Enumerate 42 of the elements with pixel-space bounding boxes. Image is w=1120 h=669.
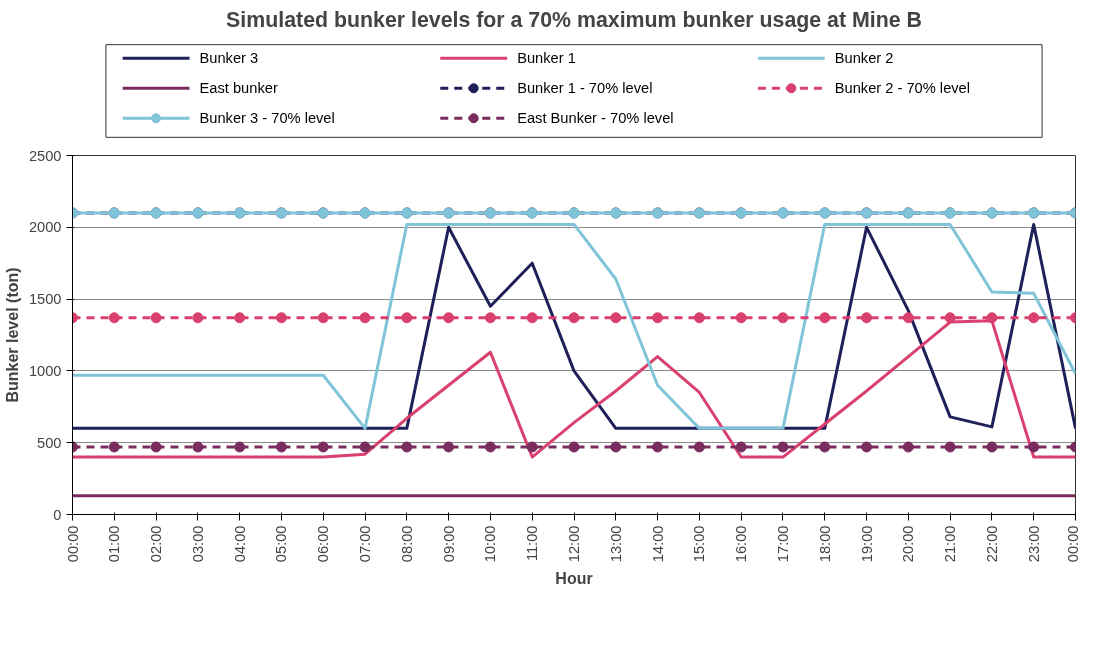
x-tick-label: 11:00: [524, 525, 541, 562]
x-tick-label: 02:00: [148, 525, 165, 563]
x-tick-label: 22:00: [983, 525, 1000, 563]
x-tick-label: 10:00: [482, 525, 499, 563]
legend-label: Bunker 2 - 70% level: [834, 80, 971, 97]
x-tick-label: 03:00: [189, 525, 206, 563]
y-tick-label: 1500: [28, 291, 62, 308]
x-tick-label: 20:00: [900, 525, 917, 563]
y-tick-label: 2500: [28, 147, 62, 164]
x-tick-label: 12:00: [566, 525, 582, 563]
x-tick-label: 15:00: [691, 525, 708, 563]
x-tick-label: 09:00: [440, 525, 457, 563]
x-tick-label: 18:00: [816, 525, 833, 563]
x-tick-label: 05:00: [273, 525, 290, 563]
x-tick-label: 01:00: [106, 525, 123, 563]
legend-label: Bunker 1: [517, 50, 576, 67]
x-tick-label: 19:00: [858, 525, 875, 563]
x-tick-label: 08:00: [398, 525, 415, 563]
x-tick-label: 16:00: [733, 525, 750, 563]
x-tick-label: 00:00: [1064, 525, 1081, 563]
x-tick-label: 23:00: [1025, 525, 1042, 563]
legend-label: East Bunker - 70% level: [517, 110, 674, 127]
legend-label: East bunker: [199, 80, 278, 97]
legend-label: Bunker 3 - 70% level: [199, 110, 335, 127]
y-tick-label: 0: [53, 506, 62, 523]
chart-title: Simulated bunker levels for a 70% maximum bunker usage at Mine B: [226, 7, 922, 32]
x-tick-label: 04:00: [231, 525, 248, 563]
legend-label: Bunker 2: [834, 50, 894, 67]
x-tick-label: 21:00: [942, 525, 959, 563]
legend-label: Bunker 1 - 70% level: [517, 80, 653, 97]
x-tick-label: 00:00: [64, 525, 81, 563]
x-tick-label: 14:00: [649, 525, 666, 563]
y-tick-label: 500: [37, 434, 62, 451]
x-axis-title: Hour: [555, 570, 593, 588]
legend-label: Bunker 3: [199, 50, 259, 67]
x-tick-label: 06:00: [315, 525, 332, 563]
y-axis-title: Bunker level (ton): [3, 267, 21, 403]
x-tick-label: 13:00: [607, 525, 624, 563]
x-tick-label: 07:00: [357, 525, 374, 563]
y-tick-label: 1000: [28, 362, 62, 379]
x-tick-label: 17:00: [774, 525, 791, 563]
y-tick-label: 2000: [28, 219, 62, 236]
